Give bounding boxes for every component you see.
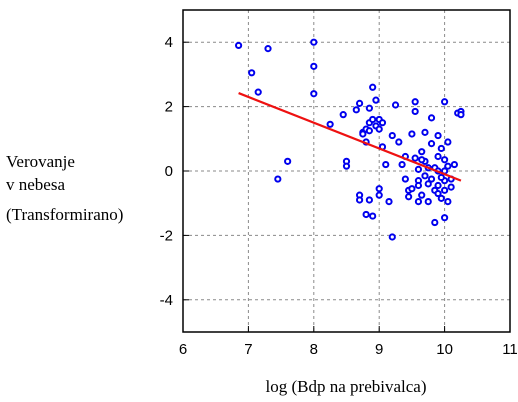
- x-tick-label: 7: [244, 341, 252, 358]
- x-tick-labels: 6 7 8 9 10 11: [179, 326, 518, 358]
- data-point: [427, 114, 436, 122]
- data-point: [457, 111, 465, 119]
- data-point: [382, 160, 390, 169]
- x-axis-label: log (Bdp na prebivalca): [266, 377, 427, 396]
- data-point: [359, 130, 367, 138]
- data-point: [437, 194, 445, 202]
- y-axis-label-line-2: v nebesa: [6, 175, 65, 194]
- data-point: [365, 196, 373, 204]
- data-point: [274, 175, 282, 183]
- data-point: [326, 120, 334, 128]
- data-point: [385, 197, 393, 206]
- data-point: [441, 214, 449, 222]
- data-point: [355, 99, 364, 107]
- data-point: [424, 180, 432, 188]
- data-point: [444, 138, 452, 146]
- data-point: [248, 69, 256, 77]
- data-point: [375, 191, 383, 199]
- data-point: [254, 88, 262, 96]
- data-point: [398, 160, 406, 169]
- data-point: [418, 148, 426, 156]
- x-tick-label: 6: [179, 341, 187, 358]
- y-tick-label: 2: [165, 99, 173, 116]
- trendline-group: [238, 92, 462, 182]
- data-point: [388, 131, 396, 140]
- data-point: [418, 191, 426, 199]
- data-point: [421, 172, 429, 180]
- data-point: [427, 175, 436, 183]
- data-point: [365, 104, 373, 112]
- data-point: [427, 140, 436, 148]
- y-tick-label: -4: [160, 292, 173, 309]
- data-point: [441, 156, 449, 164]
- data-point: [411, 98, 419, 106]
- data-point: [411, 107, 419, 116]
- y-axis-label-line-3: (Transformirano): [6, 205, 123, 224]
- data-point: [401, 175, 409, 183]
- data-point: [339, 111, 347, 119]
- data-point: [372, 96, 380, 104]
- data-point: [342, 162, 351, 170]
- data-point: [441, 98, 449, 106]
- data-point: [414, 197, 423, 206]
- x-tick-label: 9: [375, 341, 383, 358]
- data-point: [434, 131, 442, 140]
- data-point: [444, 197, 452, 206]
- data-point: [234, 41, 243, 50]
- data-point: [355, 196, 364, 204]
- data-point: [441, 186, 449, 194]
- data-point: [375, 125, 383, 133]
- data-point: [434, 189, 442, 198]
- data-point: [405, 193, 413, 201]
- y-axis-label-line-1: Verovanje: [6, 152, 75, 171]
- data-point: [434, 152, 442, 161]
- data-point: [352, 106, 360, 114]
- data-point: [447, 183, 455, 191]
- data-point: [418, 156, 426, 164]
- data-point: [421, 128, 429, 136]
- data-point: [310, 38, 318, 46]
- data-point: [391, 101, 400, 109]
- data-point: [395, 138, 403, 146]
- trendline: [238, 92, 462, 182]
- data-point: [264, 45, 272, 53]
- data-point: [431, 218, 439, 227]
- x-tick-label: 11: [502, 341, 518, 358]
- data-point: [437, 173, 445, 182]
- x-tick-label: 10: [436, 341, 453, 358]
- data-point: [378, 119, 387, 127]
- data-point: [310, 62, 318, 70]
- data-point: [284, 157, 292, 165]
- data-point: [369, 212, 377, 220]
- y-tick-labels: 4 2 0 -2 -4: [160, 34, 189, 309]
- data-point: [408, 185, 416, 193]
- data-point: [424, 197, 432, 206]
- data-point: [450, 160, 459, 169]
- data-point: [411, 154, 419, 162]
- data-point: [437, 144, 445, 153]
- y-tick-label: 0: [165, 163, 173, 180]
- data-point: [362, 210, 370, 219]
- data-point: [375, 185, 383, 193]
- grid: [183, 10, 510, 332]
- data-point: [369, 115, 377, 124]
- data-point: [444, 162, 452, 170]
- data-point: [365, 127, 373, 135]
- data-point: [414, 165, 423, 173]
- x-tick-label: 8: [310, 341, 318, 358]
- y-tick-label: 4: [165, 34, 173, 51]
- data-point: [434, 181, 442, 190]
- data-point: [408, 130, 416, 138]
- y-tick-label: -2: [160, 227, 173, 244]
- data-point: [310, 90, 318, 98]
- data-points: [234, 38, 465, 241]
- data-point: [369, 83, 377, 91]
- data-point: [388, 233, 396, 241]
- data-point: [414, 181, 423, 190]
